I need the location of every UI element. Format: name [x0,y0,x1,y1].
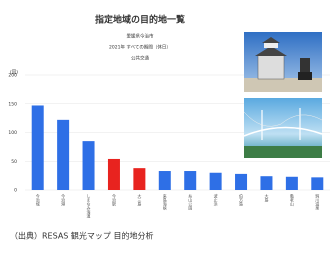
chart-title: 指定地域の目的地一覧 [95,14,185,26]
bar [83,141,95,190]
bar [235,174,247,190]
x-tick-label: 糸山公園 [188,193,193,211]
x-tick-label: 大三島 [137,193,142,207]
x-tick-label: 今治城 [36,193,41,207]
bar [133,168,145,190]
x-tick-label: 来島海峡 [163,194,168,211]
x-tick-label: 今治駅 [112,193,117,207]
y-tick-label: 100 [8,130,17,136]
bar [57,120,69,190]
x-tick-label: 大島 [264,193,269,203]
bar [260,176,272,190]
bar [184,171,196,190]
x-tick-label: しまなみ海道 [87,194,92,219]
y-tick-label: 0 [14,188,17,194]
bar [32,105,44,190]
y-tick-label: 50 [11,159,17,165]
photo-bridge [244,98,322,158]
bar [210,173,222,190]
bar [108,159,120,190]
subtitle: 愛媛県今治市 [127,33,154,40]
bar [311,177,323,190]
y-tick-label: 150 [8,101,17,107]
bar [286,177,298,190]
y-tick-label: 200 [8,73,17,79]
x-tick-label: 鈍川温泉 [315,193,320,210]
chart: 指定地域の目的地一覧 愛媛県今治市 2021年 すべての期間（休日） 公共交通 … [0,0,334,260]
source: （出典）RESAS 観光マップ 目的地分析 [10,231,153,241]
x-tick-label: 伯方島 [239,193,244,207]
subtitle: 公共交通 [131,55,149,62]
photo-castle [244,32,322,92]
subtitle: 2021年 すべての期間（休日） [109,44,171,51]
bar [159,171,171,190]
x-tick-label: 今治港 [61,193,66,207]
x-tick-label: 亀老山 [290,193,295,207]
x-tick-label: 波止浜 [214,193,219,207]
